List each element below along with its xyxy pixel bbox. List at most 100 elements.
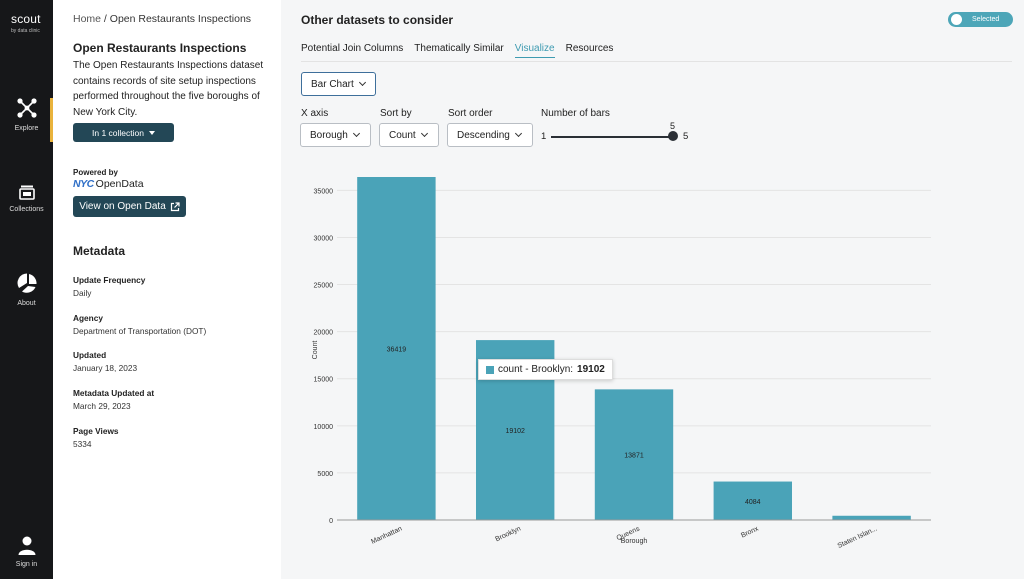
user-icon [18, 536, 35, 555]
number-of-bars-slider-thumb[interactable] [668, 131, 678, 141]
tab-visualize[interactable]: Visualize [514, 43, 555, 58]
bar [357, 177, 436, 520]
y-axis-title: Count [312, 341, 319, 360]
powered-by-label: Powered by [73, 168, 118, 177]
metadata-label: Updated [73, 350, 107, 360]
x-axis-label: X axis [301, 108, 329, 119]
bar-chart-svg: 0 5000 10000 15000 20000 25000 30000 35000 36419… [312, 177, 931, 550]
nav-active-indicator [50, 98, 53, 142]
nav-item-explore[interactable]: Explore [0, 97, 53, 132]
nav-label-explore: Explore [14, 125, 39, 132]
x-tick-label: Manhattan [370, 525, 403, 545]
metadata-agency: Agency Department of Transportation (DOT… [73, 313, 206, 336]
explore-icon [16, 98, 37, 118]
nav-item-collections[interactable]: Collections [0, 184, 53, 213]
slider-min-label: 1 [541, 131, 547, 142]
metadata-label: Metadata Updated at [73, 388, 155, 398]
tab-thematically-similar[interactable]: Thematically Similar [414, 43, 504, 54]
number-of-bars-slider-track[interactable] [551, 136, 674, 138]
y-tick-label: 30000 [314, 235, 334, 242]
brand-subtitle: by data clinic [11, 28, 40, 34]
metadata-updated-at: Metadata Updated at March 29, 2023 [73, 388, 154, 411]
x-tick-label: Brooklyn [494, 525, 522, 543]
tooltip-swatch [486, 365, 494, 374]
x-tick-label: Staten Islan... [837, 525, 879, 549]
sort-by-select[interactable]: Count [379, 123, 439, 147]
bar-data-label: 4084 [745, 499, 761, 506]
dataset-info-panel: Home / Open Restaurants Inspections Open… [53, 0, 281, 579]
y-tick-label: 25000 [314, 283, 334, 290]
y-tick-label: 35000 [314, 188, 334, 195]
collections-icon [18, 185, 35, 200]
caret-down-icon [148, 130, 155, 135]
nav-item-sign-in[interactable]: Sign in [0, 535, 53, 568]
metadata-label: Page Views [73, 426, 119, 436]
nav-label-collections: Collections [9, 206, 44, 213]
sort-order-value: Descending [457, 129, 510, 141]
metadata-value: 5334 [73, 439, 92, 449]
bar-data-label: 13871 [624, 453, 644, 460]
nav-label-sign-in: Sign in [15, 561, 38, 568]
chevron-down-icon [420, 129, 428, 138]
metadata-value: Department of Transportation (DOT) [73, 326, 207, 336]
y-tick-label: 0 [329, 518, 333, 525]
number-of-bars-label: Number of bars [541, 108, 610, 119]
metadata-value: Daily [73, 288, 92, 298]
metadata-update-frequency: Update Frequency Daily [73, 275, 145, 298]
selected-toggle[interactable]: Selected [948, 12, 1013, 27]
metadata-heading: Metadata [73, 244, 126, 258]
metadata-value: January 18, 2023 [73, 363, 138, 373]
tab-divider [301, 61, 1012, 62]
nav-label-about: About [17, 300, 36, 307]
y-tick-label: 20000 [314, 330, 334, 337]
x-axis-select[interactable]: Borough [300, 123, 371, 147]
bar-data-label: 36419 [387, 347, 407, 354]
sort-order-select[interactable]: Descending [447, 123, 533, 147]
breadcrumb: Home / Open Restaurants Inspections [73, 13, 251, 25]
metadata-label: Agency [73, 313, 103, 323]
toggle-knob [951, 14, 962, 25]
tab-resources[interactable]: Resources [565, 43, 614, 54]
page-title: Other datasets to consider [301, 13, 454, 27]
x-tick-label: Bronx [740, 525, 760, 539]
chevron-down-icon [514, 129, 522, 138]
dataset-title: Open Restaurants Inspections [73, 41, 247, 55]
breadcrumb-separator: / [101, 13, 110, 25]
x-axis-value: Borough [310, 129, 348, 141]
opendata-logo-text: OpenData [95, 178, 144, 190]
y-tick-label: 15000 [314, 377, 334, 384]
sort-by-label: Sort by [380, 108, 412, 119]
tooltip-label: count - Brooklyn: [498, 364, 574, 375]
breadcrumb-current: Open Restaurants Inspections [109, 13, 252, 25]
metadata-page-views: Page Views 5334 [73, 426, 119, 449]
chevron-down-icon [352, 129, 360, 138]
about-icon [17, 273, 37, 293]
tab-bar: Potential Join Columns Thematically Simi… [301, 43, 624, 58]
chart-type-select[interactable]: Bar Chart [301, 72, 376, 96]
sort-by-value: Count [389, 129, 416, 141]
chart-tooltip: count - Brooklyn: 19102 [478, 359, 613, 380]
collection-button-label: In 1 collection [92, 127, 144, 138]
bar [832, 515, 911, 520]
main-panel: Other datasets to consider Selected Pote… [281, 0, 1024, 579]
chevron-down-icon [358, 78, 366, 87]
open-data-button-label: View on Open Data [79, 201, 166, 212]
nav-item-about[interactable]: About [0, 272, 53, 307]
nyc-logo-mark: NYC [73, 178, 94, 190]
collection-dropdown-button[interactable]: In 1 collection [73, 123, 174, 142]
y-tick-label: 5000 [317, 471, 333, 478]
metadata-updated: Updated January 18, 2023 [73, 350, 137, 373]
breadcrumb-home-link[interactable]: Home [73, 13, 102, 25]
tab-potential-join-columns[interactable]: Potential Join Columns [301, 43, 404, 54]
tooltip-value: 19102 [577, 364, 605, 375]
y-tick-label: 10000 [314, 424, 334, 431]
metadata-label: Update Frequency [73, 275, 146, 285]
slider-value-label: 5 [670, 121, 676, 131]
x-axis-title: Borough [621, 538, 648, 545]
bar [594, 389, 674, 520]
bar-data-label: 19102 [505, 428, 525, 435]
brand-logo[interactable]: scout by data clinic [11, 12, 41, 34]
dataset-description: The Open Restaurants Inspections dataset… [73, 60, 264, 118]
slider-max-label: 5 [683, 131, 689, 142]
view-on-open-data-button[interactable]: View on Open Data [73, 196, 186, 217]
